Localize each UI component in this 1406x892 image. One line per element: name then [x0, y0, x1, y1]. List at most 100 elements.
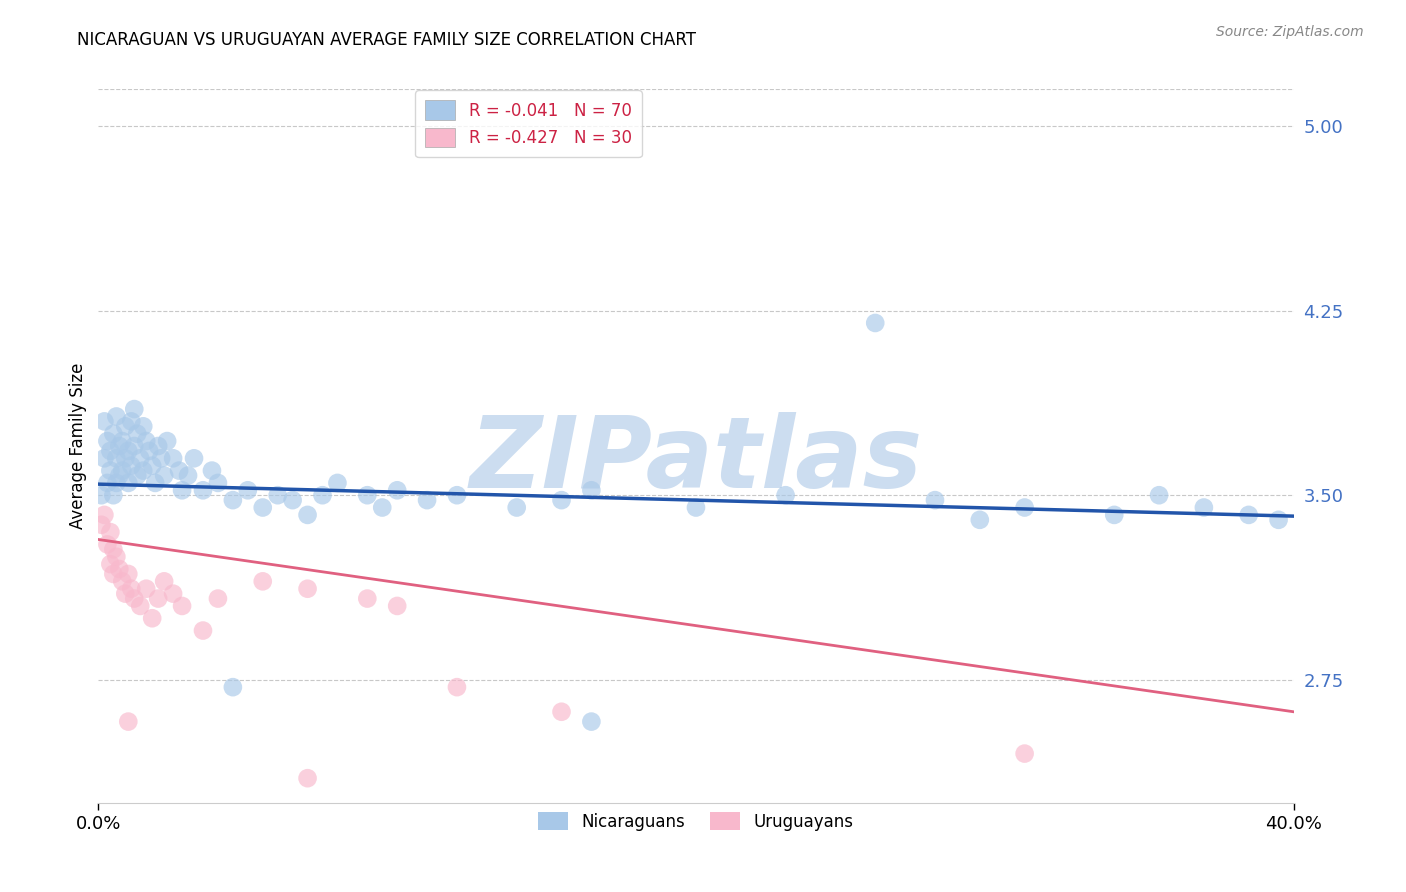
- Point: [252, 500, 274, 515]
- Point: [1014, 500, 1036, 515]
- Point: [236, 483, 259, 498]
- Point: [98, 464, 122, 478]
- Point: [120, 414, 142, 428]
- Point: [156, 434, 179, 448]
- Point: [1147, 488, 1170, 502]
- Point: [191, 624, 214, 638]
- Point: [1104, 508, 1126, 522]
- Point: [222, 680, 245, 694]
- Point: [135, 582, 157, 596]
- Point: [385, 483, 409, 498]
- Point: [201, 464, 224, 478]
- Point: [1192, 500, 1215, 515]
- Point: [117, 714, 139, 729]
- Point: [111, 464, 134, 478]
- Point: [108, 562, 131, 576]
- Point: [311, 488, 333, 502]
- Point: [416, 493, 439, 508]
- Point: [96, 475, 118, 490]
- Point: [446, 488, 468, 502]
- Point: [177, 468, 200, 483]
- Point: [297, 582, 319, 596]
- Text: ZIPatlas: ZIPatlas: [470, 412, 922, 508]
- Point: [924, 493, 946, 508]
- Point: [207, 475, 229, 490]
- Point: [969, 513, 991, 527]
- Point: [103, 566, 125, 581]
- Point: [135, 434, 157, 448]
- Point: [105, 409, 128, 424]
- Point: [267, 488, 290, 502]
- Point: [141, 458, 163, 473]
- Point: [385, 599, 409, 613]
- Point: [1237, 508, 1260, 522]
- Point: [105, 451, 128, 466]
- Text: NICARAGUAN VS URUGUAYAN AVERAGE FAMILY SIZE CORRELATION CHART: NICARAGUAN VS URUGUAYAN AVERAGE FAMILY S…: [77, 31, 696, 49]
- Point: [581, 714, 603, 729]
- Point: [222, 493, 245, 508]
- Point: [103, 542, 125, 557]
- Point: [103, 488, 125, 502]
- Point: [252, 574, 274, 589]
- Point: [105, 549, 128, 564]
- Point: [865, 316, 887, 330]
- Point: [138, 444, 160, 458]
- Point: [167, 464, 190, 478]
- Point: [103, 426, 125, 441]
- Point: [356, 488, 378, 502]
- Point: [127, 426, 149, 441]
- Point: [550, 705, 572, 719]
- Point: [120, 582, 142, 596]
- Point: [148, 591, 170, 606]
- Point: [581, 483, 603, 498]
- Point: [124, 402, 146, 417]
- Point: [98, 444, 122, 458]
- Point: [162, 451, 184, 466]
- Point: [775, 488, 797, 502]
- Point: [114, 587, 136, 601]
- Point: [371, 500, 394, 515]
- Point: [172, 599, 194, 613]
- Point: [150, 451, 173, 466]
- Point: [114, 419, 136, 434]
- Point: [117, 444, 139, 458]
- Point: [129, 599, 152, 613]
- Point: [111, 574, 134, 589]
- Point: [98, 525, 122, 540]
- Point: [108, 439, 131, 453]
- Point: [356, 591, 378, 606]
- Y-axis label: Average Family Size: Average Family Size: [69, 363, 87, 529]
- Point: [297, 771, 319, 785]
- Point: [281, 493, 304, 508]
- Point: [117, 475, 139, 490]
- Point: [685, 500, 707, 515]
- Point: [1267, 513, 1289, 527]
- Point: [550, 493, 572, 508]
- Point: [93, 414, 115, 428]
- Point: [153, 574, 176, 589]
- Point: [105, 475, 128, 490]
- Point: [124, 591, 146, 606]
- Point: [120, 458, 142, 473]
- Point: [132, 464, 155, 478]
- Point: [93, 508, 115, 522]
- Point: [124, 439, 146, 453]
- Point: [132, 419, 155, 434]
- Point: [1014, 747, 1036, 761]
- Point: [90, 488, 112, 502]
- Point: [96, 537, 118, 551]
- Point: [98, 557, 122, 571]
- Point: [183, 451, 205, 466]
- Text: Source: ZipAtlas.com: Source: ZipAtlas.com: [1216, 25, 1364, 39]
- Point: [446, 680, 468, 694]
- Point: [326, 475, 349, 490]
- Point: [114, 451, 136, 466]
- Point: [111, 434, 134, 448]
- Legend: Nicaraguans, Uruguayans: Nicaraguans, Uruguayans: [531, 805, 860, 838]
- Point: [143, 475, 166, 490]
- Point: [153, 468, 176, 483]
- Point: [127, 468, 149, 483]
- Point: [191, 483, 214, 498]
- Point: [207, 591, 229, 606]
- Point: [96, 434, 118, 448]
